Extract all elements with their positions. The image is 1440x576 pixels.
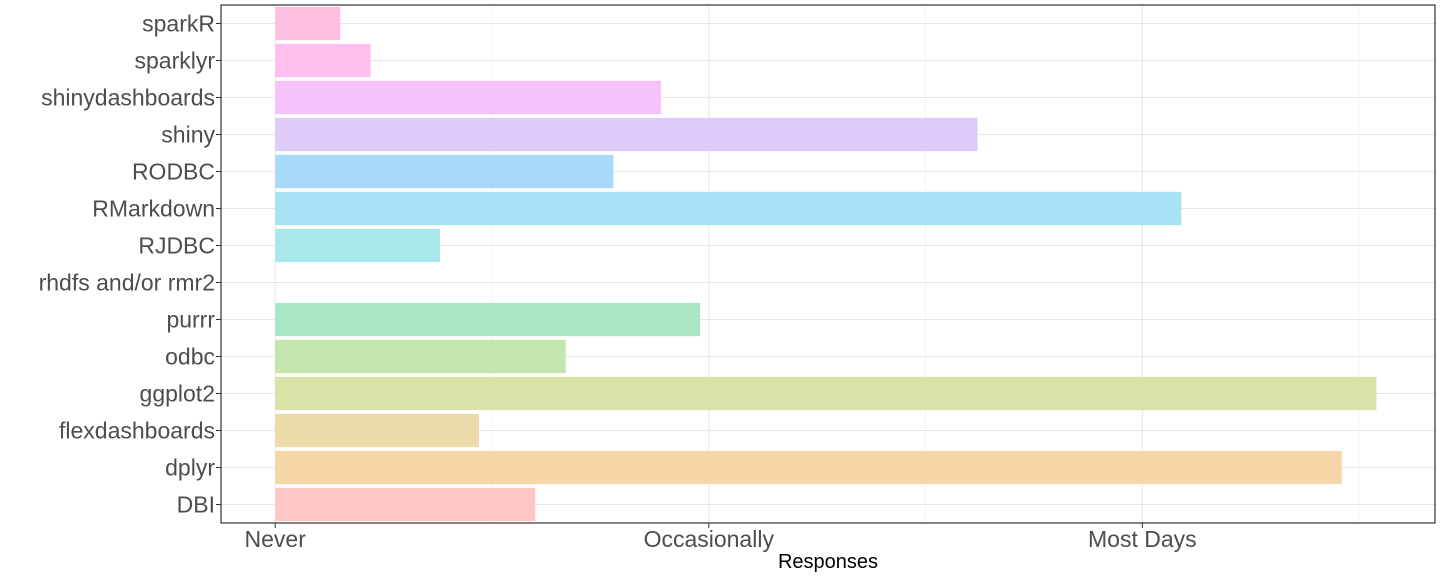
y-tick-label: ggplot2 [140, 381, 215, 407]
y-tick-label: purrr [166, 307, 215, 333]
y-tick-label: RJDBC [138, 233, 215, 259]
x-axis: Never Occasionally Most Days [245, 523, 1197, 552]
y-tick-label: sparkR [142, 11, 215, 37]
bar-ggplot2 [275, 376, 1377, 411]
y-axis: sparkR sparklyr shinydashboards shiny RODBC R… [39, 11, 221, 518]
bar-sparkr [275, 6, 341, 41]
bar-odbc [275, 339, 566, 374]
x-tick-label: Never [245, 526, 307, 552]
bar-rjdbc [275, 228, 440, 263]
y-tick-label: odbc [165, 344, 215, 370]
bar-sparklyr [275, 43, 371, 78]
bar-rodbc [275, 154, 614, 189]
bar-shinydashboards [275, 80, 662, 115]
x-tick-label: Occasionally [644, 526, 775, 552]
y-tick-label: sparklyr [134, 48, 215, 74]
plot-panel-border [220, 4, 1436, 524]
bar-shiny [275, 117, 978, 152]
y-tick-label: RODBC [132, 159, 215, 185]
bar-rmarkdown [275, 191, 1182, 226]
y-tick-label: dplyr [165, 455, 215, 481]
x-tick-label: Most Days [1088, 526, 1197, 552]
x-axis-label: Responses [778, 551, 878, 573]
y-tick-label: shinydashboards [41, 85, 215, 111]
bar-dbi [275, 487, 536, 522]
y-tick-label: rhdfs and/or rmr2 [39, 270, 215, 296]
bar-dplyr [275, 450, 1342, 485]
y-tick-label: shiny [161, 122, 215, 148]
bars [275, 6, 1377, 522]
bar-flexdashboards [275, 413, 479, 448]
bar-purrr [275, 302, 701, 337]
y-tick-label: RMarkdown [92, 196, 215, 222]
y-tick-label: DBI [177, 492, 215, 518]
y-tick-label: flexdashboards [59, 418, 215, 444]
